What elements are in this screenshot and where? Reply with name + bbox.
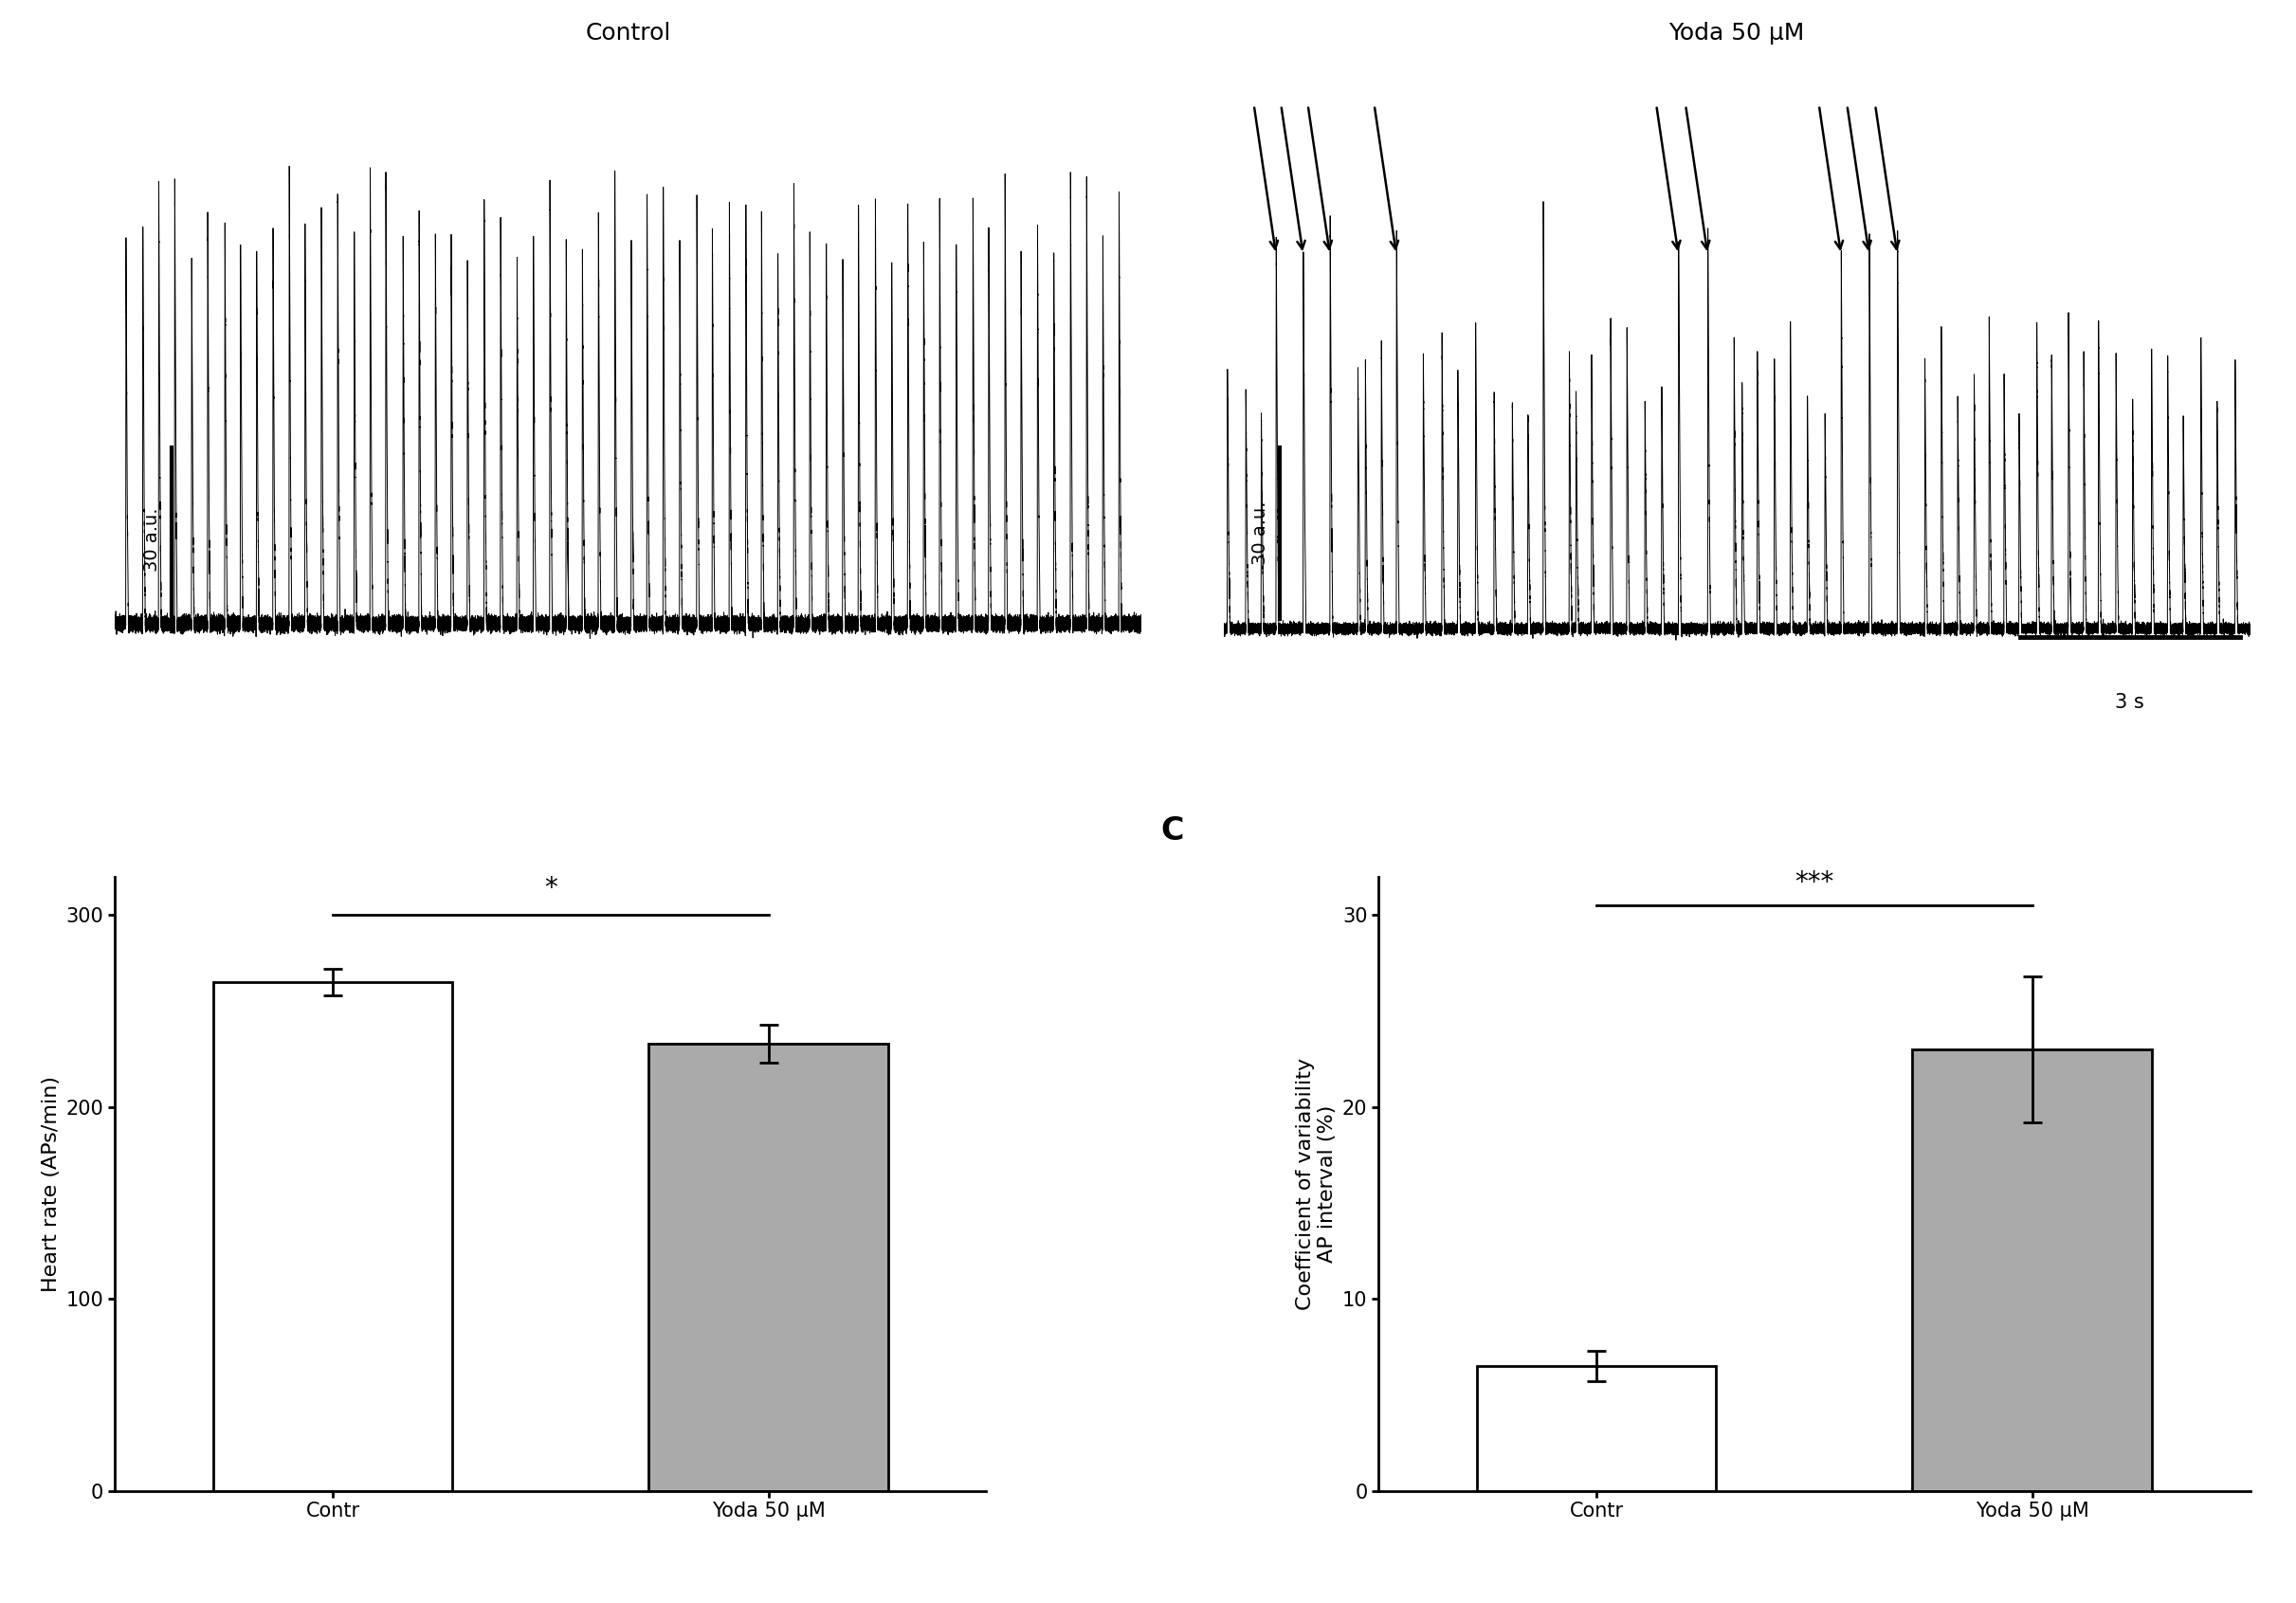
Y-axis label: Coefficient of variability
AP interval (%): Coefficient of variability AP interval (… bbox=[1295, 1058, 1336, 1310]
Bar bbox=[1476, 1366, 1715, 1491]
Text: 3 s: 3 s bbox=[2115, 692, 2144, 712]
Text: A: A bbox=[73, 0, 99, 6]
Text: 30 a.u.: 30 a.u. bbox=[1251, 502, 1270, 566]
Text: *: * bbox=[544, 875, 558, 902]
Title: Yoda 50 μM: Yoda 50 μM bbox=[1669, 22, 1805, 45]
Text: ***: *** bbox=[1795, 869, 1835, 896]
Text: C: C bbox=[1162, 816, 1185, 846]
Y-axis label: Heart rate (APs/min): Heart rate (APs/min) bbox=[41, 1076, 60, 1292]
Text: 30 a.u.: 30 a.u. bbox=[142, 507, 161, 571]
Bar bbox=[647, 1044, 889, 1491]
Bar bbox=[214, 983, 452, 1491]
Title: Control: Control bbox=[585, 22, 670, 45]
Bar bbox=[1913, 1050, 2151, 1491]
